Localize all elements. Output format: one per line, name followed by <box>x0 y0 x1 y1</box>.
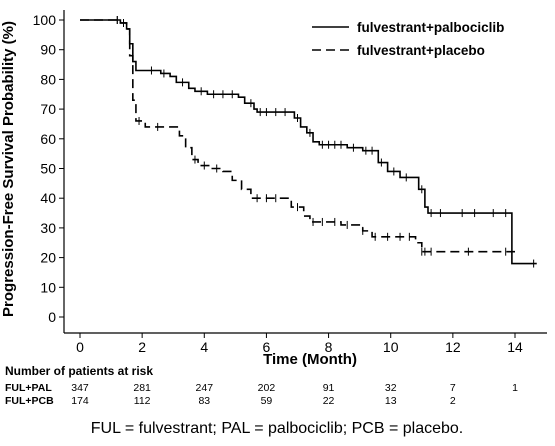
y-tick-label: 0 <box>48 309 56 325</box>
y-tick-label: 80 <box>40 71 56 87</box>
risk-value: 247 <box>196 382 214 394</box>
axes: 0 10 20 30 40 50 60 70 80 90 100 0 2 4 6 8 10 12 14 <box>33 10 547 355</box>
y-tick-label: 30 <box>40 220 56 236</box>
y-tick-label: 70 <box>40 101 56 117</box>
y-tick-label: 50 <box>40 161 56 177</box>
y-tick-label: 90 <box>40 42 56 58</box>
risk-value: 91 <box>323 382 335 394</box>
risk-value: 281 <box>133 382 151 394</box>
legend-label-placebo: fulvestrant+placebo <box>357 43 485 58</box>
risk-value: 1 <box>512 382 518 394</box>
risk-value: 202 <box>258 382 276 394</box>
risk-value: 13 <box>385 395 397 407</box>
risk-table-title: Number of patients at risk <box>5 364 153 378</box>
risk-value: 7 <box>450 382 456 394</box>
y-tick-label: 20 <box>40 250 56 266</box>
censor-marks <box>116 16 535 268</box>
x-tick-label: 6 <box>263 339 271 355</box>
risk-value: 32 <box>385 382 397 394</box>
risk-value: 83 <box>198 395 210 407</box>
risk-value: 174 <box>71 395 89 407</box>
x-axis-title: Time (Month) <box>263 351 357 368</box>
x-tick-label: 4 <box>200 339 208 355</box>
legend: fulvestrant+palbociclib fulvestrant+plac… <box>312 20 504 58</box>
risk-value: 59 <box>261 395 273 407</box>
risk-value: 22 <box>323 395 335 407</box>
x-tick-label: 0 <box>76 339 84 355</box>
x-tick-label: 10 <box>383 339 399 355</box>
risk-value: 112 <box>134 395 151 407</box>
series-line-palbociclib <box>80 19 537 265</box>
y-tick-label: 40 <box>40 190 56 206</box>
y-tick-label: 10 <box>40 279 56 295</box>
x-tick-label: 2 <box>138 339 146 355</box>
y-tick-label: 100 <box>33 12 57 28</box>
y-tick-label: 60 <box>40 131 56 147</box>
risk-value: 347 <box>71 382 89 394</box>
risk-row-label-pcb: FUL+PCB <box>5 395 54 407</box>
risk-value: 2 <box>450 395 456 407</box>
legend-label-palbociclib: fulvestrant+palbociclib <box>357 20 504 35</box>
x-tick-label: 14 <box>507 339 523 355</box>
curves <box>80 19 537 265</box>
x-tick-label: 8 <box>325 339 333 355</box>
y-axis-title: Progression-Free Survival Probability (%… <box>0 21 17 317</box>
x-tick-label: 12 <box>445 339 461 355</box>
risk-table-values: 347 281 247 202 91 32 7 1 174 112 83 59 22 13 2 <box>71 382 518 407</box>
risk-row-label-pal: FUL+PAL <box>5 382 52 394</box>
footnote: FUL = fulvestrant; PAL = palbociclib; PC… <box>91 420 464 437</box>
